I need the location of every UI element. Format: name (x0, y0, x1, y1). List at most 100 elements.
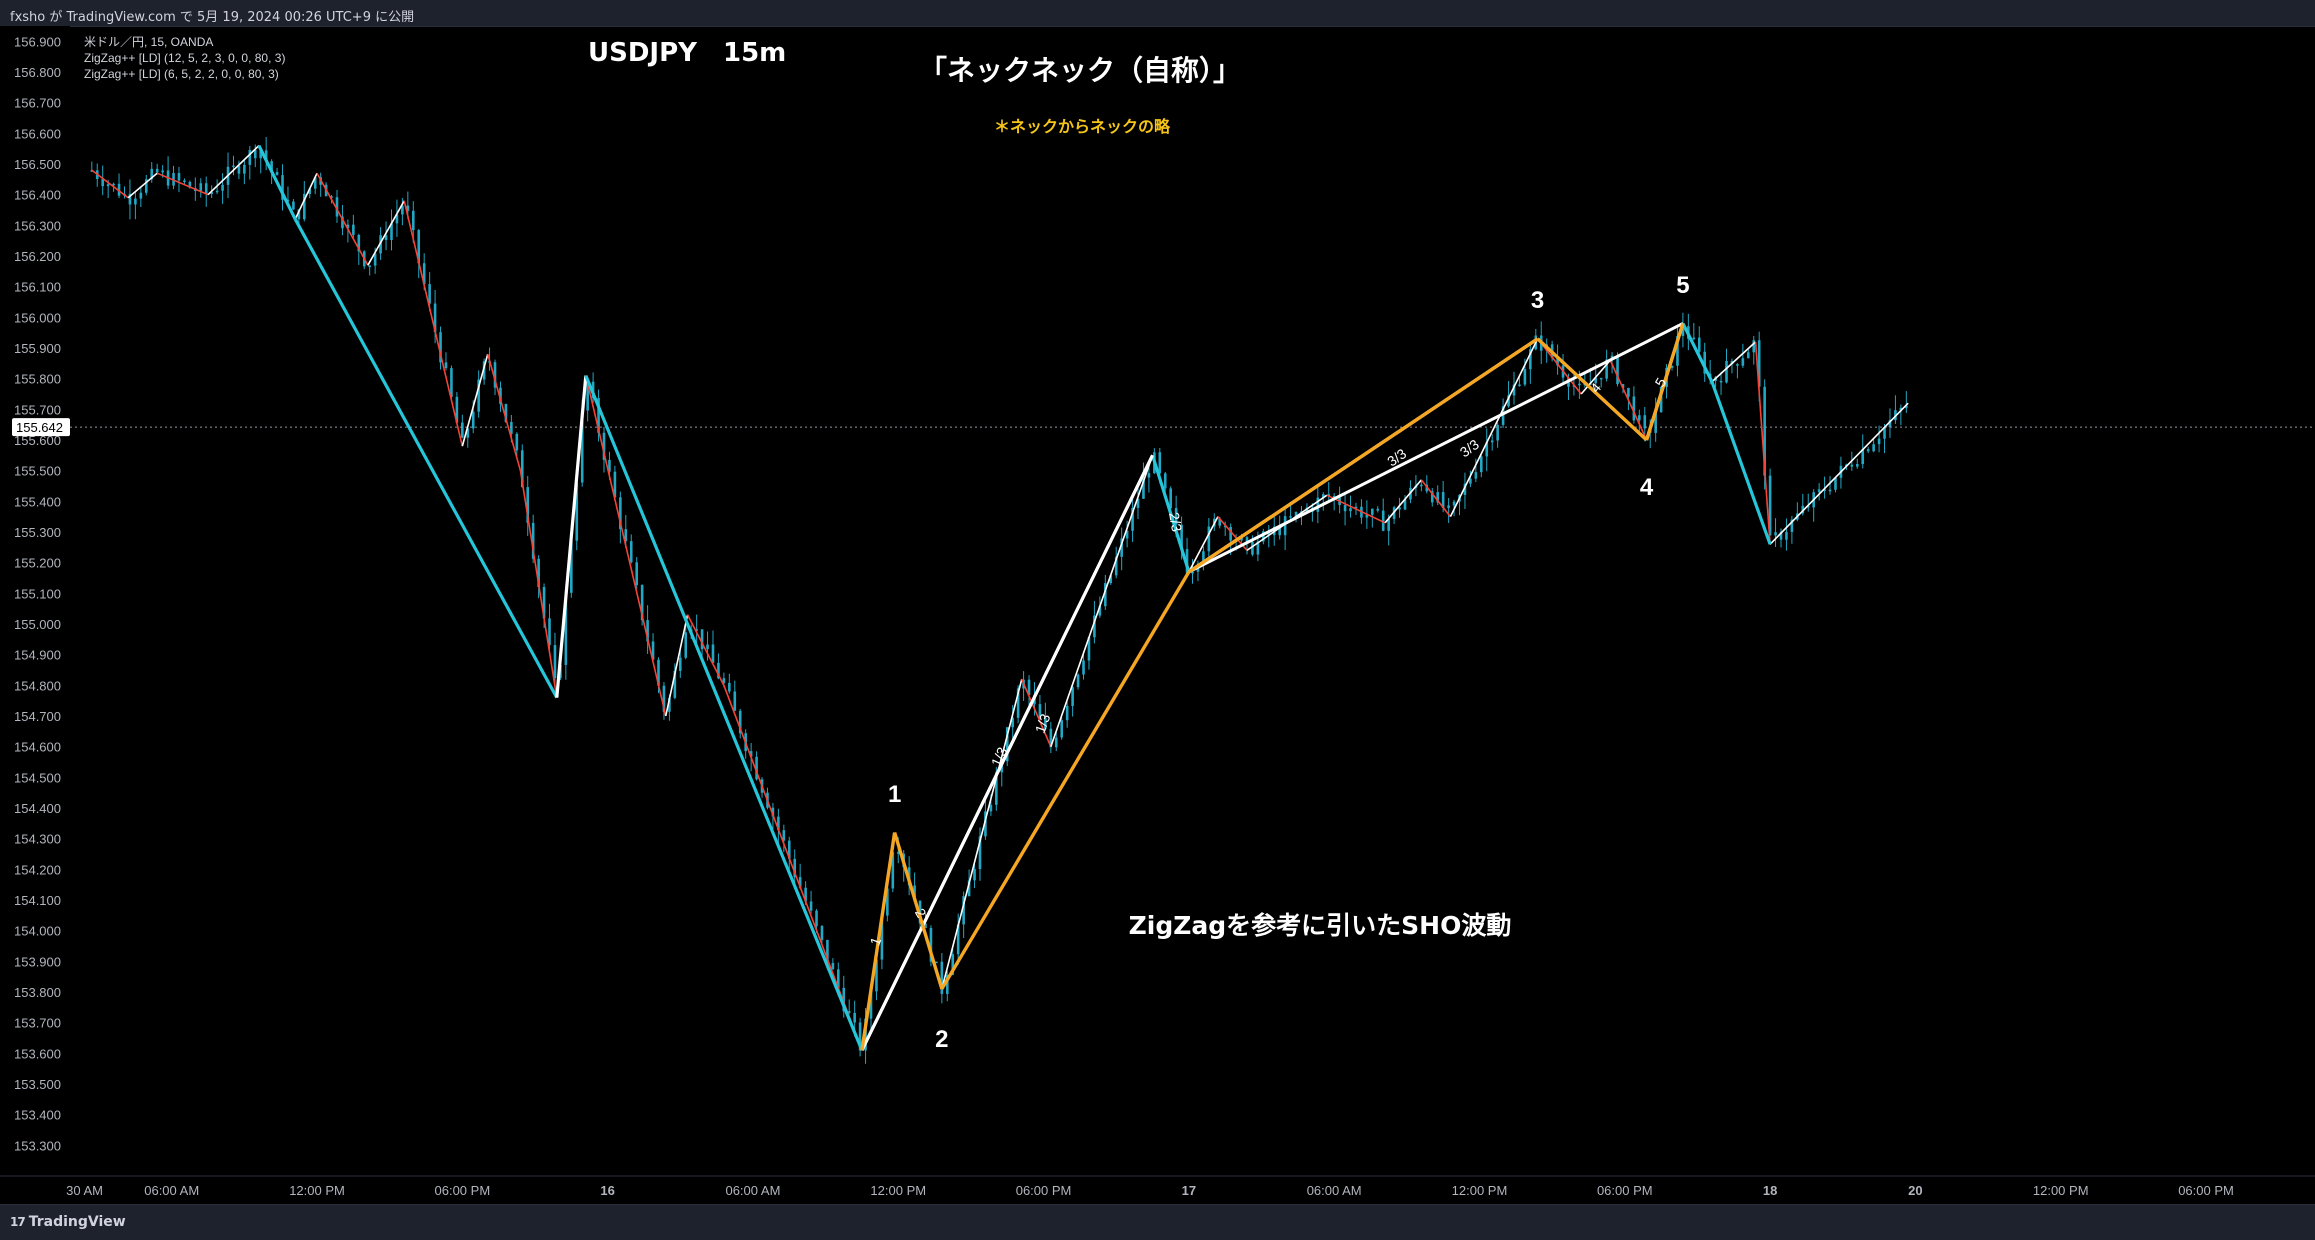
candle-body (1316, 497, 1320, 512)
zigzag-minor-segment (461, 353, 489, 447)
candle-body (177, 173, 181, 181)
candle-body (624, 529, 628, 542)
candle-body (1109, 575, 1113, 584)
candle-body (826, 939, 829, 964)
y-tick-label: 156.800 (14, 65, 61, 80)
candle-body (1763, 386, 1766, 476)
x-tick-label: 17 (1182, 1183, 1196, 1198)
candle-body (1125, 530, 1129, 539)
price-chart[interactable]: 156.900 156.800 156.700 156.600 156.500 156.4… (0, 26, 2315, 1204)
y-tick-label: 155.000 (14, 617, 61, 632)
candle-body (1354, 506, 1358, 509)
candle-body (1142, 477, 1145, 499)
candle-body (995, 772, 998, 805)
candle-body (1485, 442, 1489, 457)
sho-wave-segment (1644, 322, 1685, 441)
zigzag-minor-segment (1449, 338, 1539, 518)
y-tick-label: 156.100 (14, 280, 61, 295)
candle-body (646, 620, 649, 642)
candle-body (199, 183, 203, 191)
candle-body (499, 387, 502, 405)
candle-body (978, 836, 982, 870)
candle-body (1703, 351, 1707, 374)
y-tick-label: 154.300 (14, 832, 61, 847)
candle-body (439, 332, 442, 363)
candle-body (1861, 449, 1865, 465)
tradingview-logo[interactable]: 17 TradingView (10, 1214, 126, 1230)
candle-body (695, 629, 698, 631)
sub-wave-label: 1/3 (1032, 711, 1054, 735)
price-axis-panel[interactable] (0, 26, 70, 1176)
candle-body (330, 196, 333, 198)
candle-body (422, 263, 426, 285)
x-tick-label: 20 (1908, 1183, 1922, 1198)
candle-body (1011, 717, 1014, 728)
candle-body (1790, 519, 1794, 532)
candle-body (510, 421, 513, 434)
candle-body (221, 184, 224, 191)
candle-body (678, 657, 682, 671)
candle-body (297, 209, 301, 220)
candle-body (531, 522, 535, 559)
wave-label: 2 (935, 1026, 948, 1053)
candle-body (1191, 571, 1194, 574)
candle-body (1463, 483, 1467, 495)
candle-body (1256, 541, 1260, 555)
candle-body (308, 188, 312, 194)
publish-info: fxsho が TradingView.com で 5月 19, 2024 00… (10, 10, 415, 25)
candle-body (869, 991, 873, 1019)
candle-body (417, 230, 421, 264)
sub-wave-label: 2/3 (1166, 511, 1185, 533)
y-tick-label: 153.300 (14, 1138, 61, 1153)
zigzag-minor-segment (294, 172, 318, 220)
candle-body (1169, 488, 1173, 509)
x-tick-label: 12:00 PM (2033, 1183, 2089, 1198)
candle-body (259, 150, 263, 159)
last-price-label: 155.642 (16, 420, 63, 435)
candle-body (1659, 386, 1663, 413)
candle-body (1180, 524, 1183, 550)
candle-body (368, 265, 371, 268)
zigzag-minor-segment (156, 172, 209, 196)
candle-body (1371, 508, 1374, 515)
wave-label: 3 (1531, 287, 1544, 314)
candle-body (787, 840, 791, 859)
candle-body (613, 471, 617, 498)
candle-body (504, 404, 508, 422)
candle-body (281, 175, 284, 200)
candle-body (662, 685, 666, 712)
candle-body (215, 190, 219, 193)
zigzag-major-segment (1151, 454, 1191, 573)
y-tick-label: 155.400 (14, 494, 61, 509)
candle-body (1616, 355, 1619, 385)
candle-body (204, 183, 208, 194)
candle-body (117, 183, 121, 196)
candle-body (526, 487, 530, 523)
candle-body (924, 923, 927, 929)
candle-body (684, 632, 688, 658)
y-tick-label: 156.900 (14, 34, 61, 49)
candle-body (346, 224, 350, 229)
candle-body (1430, 491, 1434, 503)
candle-body (253, 149, 257, 159)
zigzag-minor-segment (1021, 678, 1052, 747)
candle-body (1469, 478, 1472, 484)
candle-body (1054, 737, 1058, 748)
candle-body (1327, 494, 1331, 496)
x-tick-label: 06:00 PM (2178, 1183, 2234, 1198)
candle-body (711, 644, 715, 663)
candle-body (542, 586, 546, 619)
y-tick-label: 156.200 (14, 249, 61, 264)
candle-body (1332, 495, 1336, 498)
y-tick-label: 155.900 (14, 341, 61, 356)
sub-wave-label: 1/3 (988, 744, 1011, 769)
zigzag-minor-segment (1050, 455, 1154, 747)
y-tick-label: 154.600 (14, 740, 61, 755)
y-tick-label: 156.700 (14, 96, 61, 111)
candle-body (1883, 427, 1886, 439)
candle-body (875, 959, 878, 992)
candle-body (1850, 464, 1854, 467)
candle-body (858, 1022, 862, 1051)
sho-trend-line (1188, 322, 1684, 574)
candle-body (1507, 395, 1510, 407)
